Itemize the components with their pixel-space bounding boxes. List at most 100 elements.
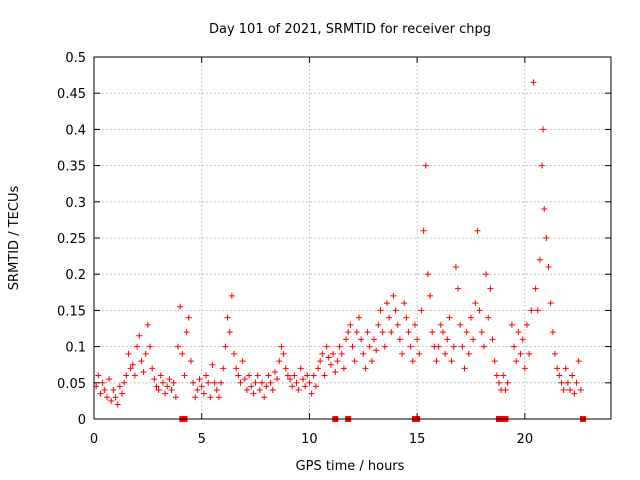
data-point (534, 307, 541, 314)
data-point (315, 365, 322, 372)
data-point (166, 376, 173, 383)
data-point (140, 368, 147, 375)
data-point (573, 379, 580, 386)
data-point (551, 350, 558, 357)
data-point (207, 394, 214, 401)
data-point (556, 372, 563, 379)
data-point (450, 343, 457, 350)
data-point (401, 300, 408, 307)
data-point (472, 300, 479, 307)
data-point (304, 372, 311, 379)
data-point (239, 358, 246, 365)
data-point (562, 365, 569, 372)
data-point (198, 383, 205, 390)
data-point (463, 329, 470, 336)
data-point (149, 365, 156, 372)
data-point (336, 343, 343, 350)
data-point (491, 358, 498, 365)
data-point (112, 394, 119, 401)
data-point (99, 379, 106, 386)
data-point (119, 390, 126, 397)
data-point (511, 343, 518, 350)
data-point (420, 227, 427, 234)
data-point (203, 372, 210, 379)
data-point (530, 79, 537, 86)
data-point (153, 383, 160, 390)
data-point (95, 372, 102, 379)
data-point (388, 329, 395, 336)
data-point (175, 343, 182, 350)
data-point (147, 343, 154, 350)
data-point (485, 314, 492, 321)
data-point (567, 387, 574, 394)
plot-frame (93, 56, 612, 420)
data-point (577, 387, 584, 394)
data-point (362, 365, 369, 372)
y-tick-label: 0.15 (57, 304, 86, 319)
data-point (181, 372, 188, 379)
data-point (134, 343, 141, 350)
data-point (269, 387, 276, 394)
data-point (541, 206, 548, 213)
data-point (209, 361, 216, 368)
data-point (237, 379, 244, 386)
data-point (483, 271, 490, 278)
data-point (97, 390, 104, 397)
data-point (241, 376, 248, 383)
y-tick-label: 0.05 (57, 377, 86, 392)
data-point (338, 350, 345, 357)
data-point (136, 332, 143, 339)
data-point (330, 350, 337, 357)
data-point (103, 394, 110, 401)
data-point (351, 358, 358, 365)
data-point (302, 383, 309, 390)
data-point (371, 336, 378, 343)
data-point (222, 343, 229, 350)
data-point (101, 387, 108, 394)
data-point (215, 394, 222, 401)
data-point (439, 329, 446, 336)
data-point (381, 343, 388, 350)
x-axis-label: GPS time / hours (296, 459, 405, 474)
y-tick-label: 0 (78, 413, 86, 428)
data-point (502, 387, 509, 394)
data-point (172, 394, 179, 401)
data-point (243, 387, 250, 394)
data-point (190, 379, 197, 386)
data-point (461, 365, 468, 372)
data-point (280, 350, 287, 357)
data-point (433, 358, 440, 365)
data-point (282, 365, 289, 372)
data-point (293, 379, 300, 386)
data-point (526, 350, 533, 357)
data-point (383, 300, 390, 307)
data-point (540, 126, 547, 133)
data-point (327, 361, 334, 368)
data-point (517, 350, 524, 357)
data-points (93, 79, 584, 408)
data-point (340, 365, 347, 372)
data-point (355, 314, 362, 321)
y-tick-label: 0.5 (65, 51, 86, 66)
data-point (295, 387, 302, 394)
data-point (375, 321, 382, 328)
data-point (487, 285, 494, 292)
data-point (345, 329, 352, 336)
data-point (349, 343, 356, 350)
data-point (228, 292, 235, 299)
data-point (457, 321, 464, 328)
data-point (467, 314, 474, 321)
data-point (127, 365, 134, 372)
data-point (448, 358, 455, 365)
data-point (379, 329, 386, 336)
data-point (263, 383, 270, 390)
data-point (116, 383, 123, 390)
data-point (254, 372, 261, 379)
x-tick-label: 15 (409, 432, 426, 447)
y-tick-label: 0.4 (65, 123, 86, 138)
data-point (151, 376, 158, 383)
data-point (504, 379, 511, 386)
data-point (162, 390, 169, 397)
data-point (523, 321, 530, 328)
